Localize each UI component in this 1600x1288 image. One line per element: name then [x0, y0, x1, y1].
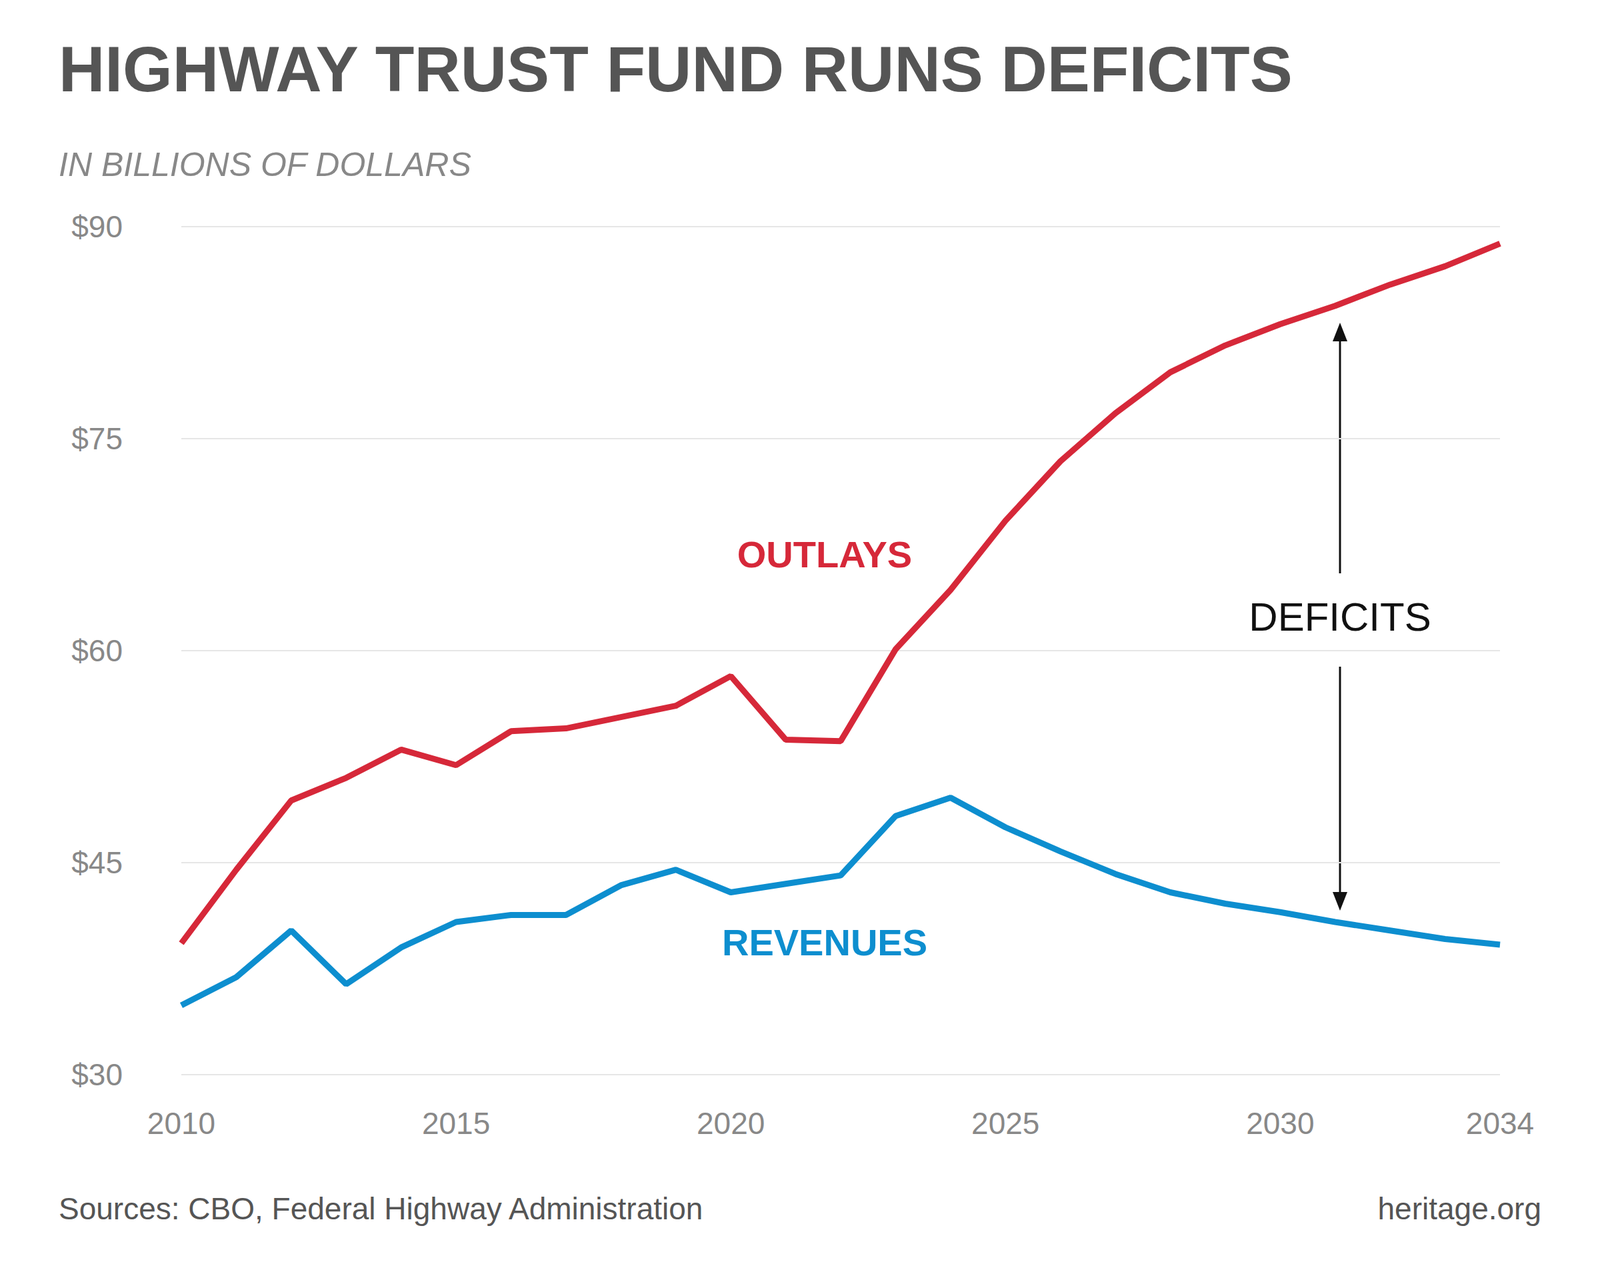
svg-text:2030: 2030	[1246, 1106, 1314, 1141]
svg-text:2025: 2025	[971, 1106, 1040, 1141]
svg-text:2015: 2015	[422, 1106, 490, 1141]
svg-text:heritage.org: heritage.org	[1378, 1191, 1542, 1226]
svg-text:$90: $90	[71, 209, 123, 244]
svg-text:REVENUES: REVENUES	[722, 921, 928, 964]
svg-text:$75: $75	[71, 421, 123, 456]
svg-text:Sources: CBO, Federal Highway: Sources: CBO, Federal Highway Administra…	[58, 1191, 703, 1226]
svg-text:IN BILLIONS OF DOLLARS: IN BILLIONS OF DOLLARS	[58, 146, 472, 184]
svg-text:2020: 2020	[696, 1106, 765, 1141]
svg-text:$45: $45	[71, 845, 123, 880]
svg-text:$60: $60	[71, 633, 123, 668]
svg-text:HIGHWAY TRUST FUND RUNS DEFICI: HIGHWAY TRUST FUND RUNS DEFICITS	[58, 33, 1293, 105]
svg-text:$30: $30	[71, 1057, 123, 1092]
svg-text:OUTLAYS: OUTLAYS	[737, 533, 912, 576]
svg-text:2010: 2010	[147, 1106, 216, 1141]
svg-text:2034: 2034	[1466, 1106, 1534, 1141]
svg-text:DEFICITS: DEFICITS	[1248, 594, 1431, 640]
